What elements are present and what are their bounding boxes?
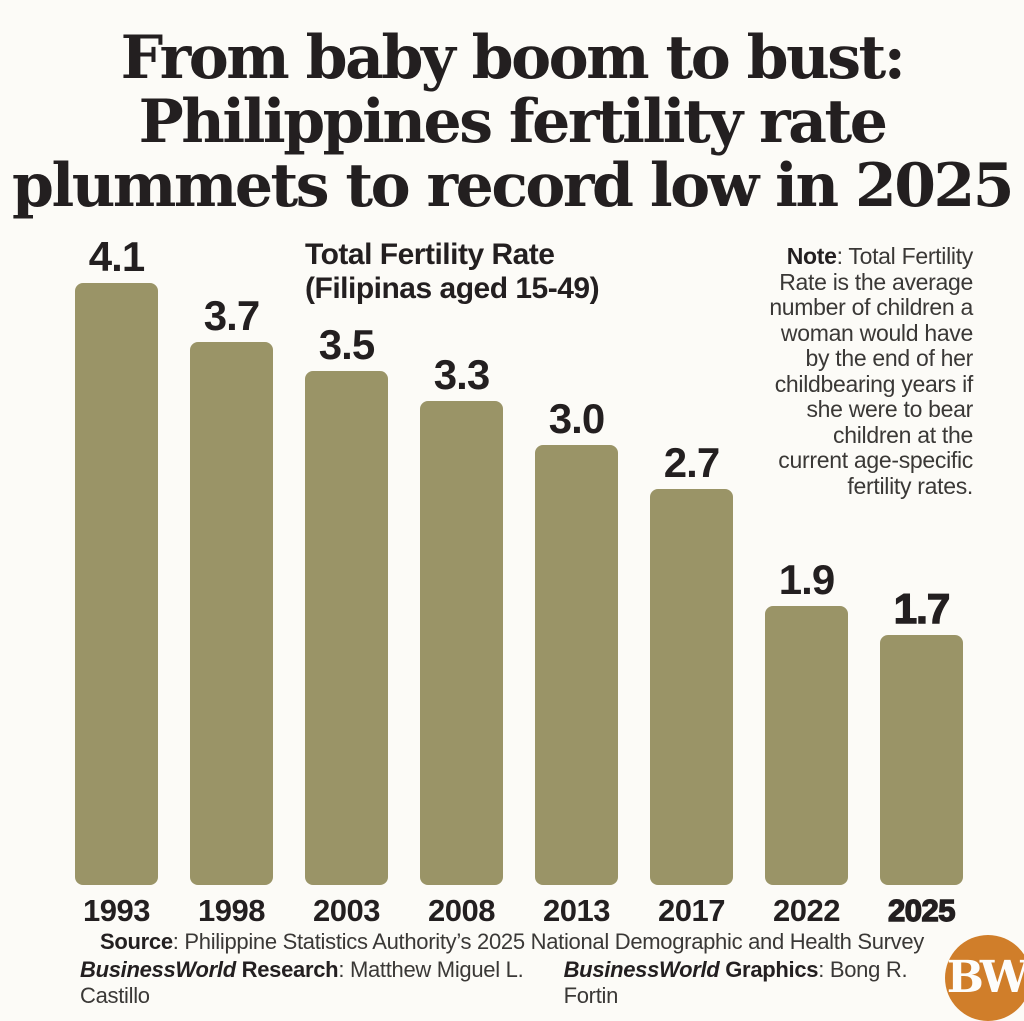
title-line-3: plummets to record low in 2025	[12, 151, 1014, 221]
source-label: Source	[99, 929, 173, 954]
graphics-credit: BusinessWorld Graphics: Bong R. Fortin	[564, 957, 940, 1009]
bar-column-2022: 1.9 2022	[765, 240, 848, 927]
bar-column-2025: 1.7 2025	[880, 240, 963, 928]
note-label: Note	[786, 243, 837, 269]
bar-1998	[190, 342, 273, 885]
note-text: : Total Fertility Rate is the average nu…	[769, 243, 973, 499]
x-axis-label-2025: 2025	[887, 893, 956, 928]
bar-value-label-2017: 2.7	[663, 439, 720, 486]
graphics-brand: BusinessWorld	[563, 957, 720, 982]
businessworld-logo-text: BW	[946, 951, 1024, 1003]
source-line: Source: Philippine Statistics Authority’…	[0, 929, 1024, 955]
bar-2017	[650, 489, 733, 885]
bar-column-2013: 3.0 2013	[535, 240, 618, 927]
bar-value-label-2013: 3.0	[548, 395, 605, 442]
source-text: : Philippine Statistics Authority’s 2025…	[172, 929, 925, 954]
title-line-1: From baby boom to bust:	[120, 23, 906, 93]
x-axis-label-2008: 2008	[428, 893, 495, 928]
graphics-label: Graphics	[719, 957, 819, 982]
bar-2025	[880, 635, 963, 885]
bar-value-label-2008: 3.3	[433, 351, 490, 398]
bar-column-1998: 3.7 1998	[190, 240, 273, 927]
chart-subtitle-line-1: Total Fertility Rate	[305, 238, 555, 271]
credits-line: BusinessWorld Research: Matthew Miguel L…	[80, 957, 940, 1009]
title-line-2: Philippines fertility rate	[138, 87, 888, 157]
bar-2003	[305, 371, 388, 885]
bar-value-label-1998: 3.7	[203, 292, 260, 339]
chart-subtitle-line-2: (Filipinas aged 15-49)	[305, 272, 600, 305]
bar-value-label-2025: 1.7	[893, 585, 951, 632]
bar-column-2008: 3.3 2008	[420, 240, 503, 927]
graphics-text: : Bong R. Fortin	[563, 957, 908, 1008]
bar-column-2017: 2.7 2017	[650, 240, 733, 927]
bar-value-label-1993: 4.1	[88, 233, 145, 280]
x-axis-label-2013: 2013	[543, 893, 610, 928]
bar-value-label-2022: 1.9	[778, 556, 835, 603]
page-title: From baby boom to bust: Philippines fert…	[0, 26, 1024, 218]
note-block: Note: Total Fertility Rate is the averag…	[761, 243, 973, 499]
bar-chart: 4.1 1993 3.7 1998 3.5 2003 3.3 2008 3.0 2013 2.7 20…	[75, 233, 963, 928]
bar-2022	[765, 606, 848, 885]
x-axis-label-2003: 2003	[313, 893, 380, 928]
chart-subtitle: Total Fertility Rate (Filipinas aged 15-…	[305, 238, 600, 306]
bar-column-1993: 4.1 1993	[75, 233, 158, 928]
bar-2008	[420, 401, 503, 885]
research-text: : Matthew Miguel L. Castillo	[80, 957, 524, 1008]
research-brand: BusinessWorld	[80, 957, 236, 982]
x-axis-label-1998: 1998	[198, 893, 265, 928]
x-axis-label-2022: 2022	[773, 893, 840, 928]
research-label: Research	[235, 957, 339, 982]
bar-1993	[75, 283, 158, 885]
bar-column-2003: 3.5 2003	[305, 240, 388, 927]
research-credit: BusinessWorld Research: Matthew Miguel L…	[80, 957, 564, 1009]
x-axis-label-1993: 1993	[83, 893, 150, 928]
x-axis-label-2017: 2017	[658, 893, 725, 928]
bar-2013	[535, 445, 618, 885]
bar-value-label-2003: 3.5	[318, 321, 375, 368]
businessworld-logo: BW	[945, 935, 1024, 1021]
